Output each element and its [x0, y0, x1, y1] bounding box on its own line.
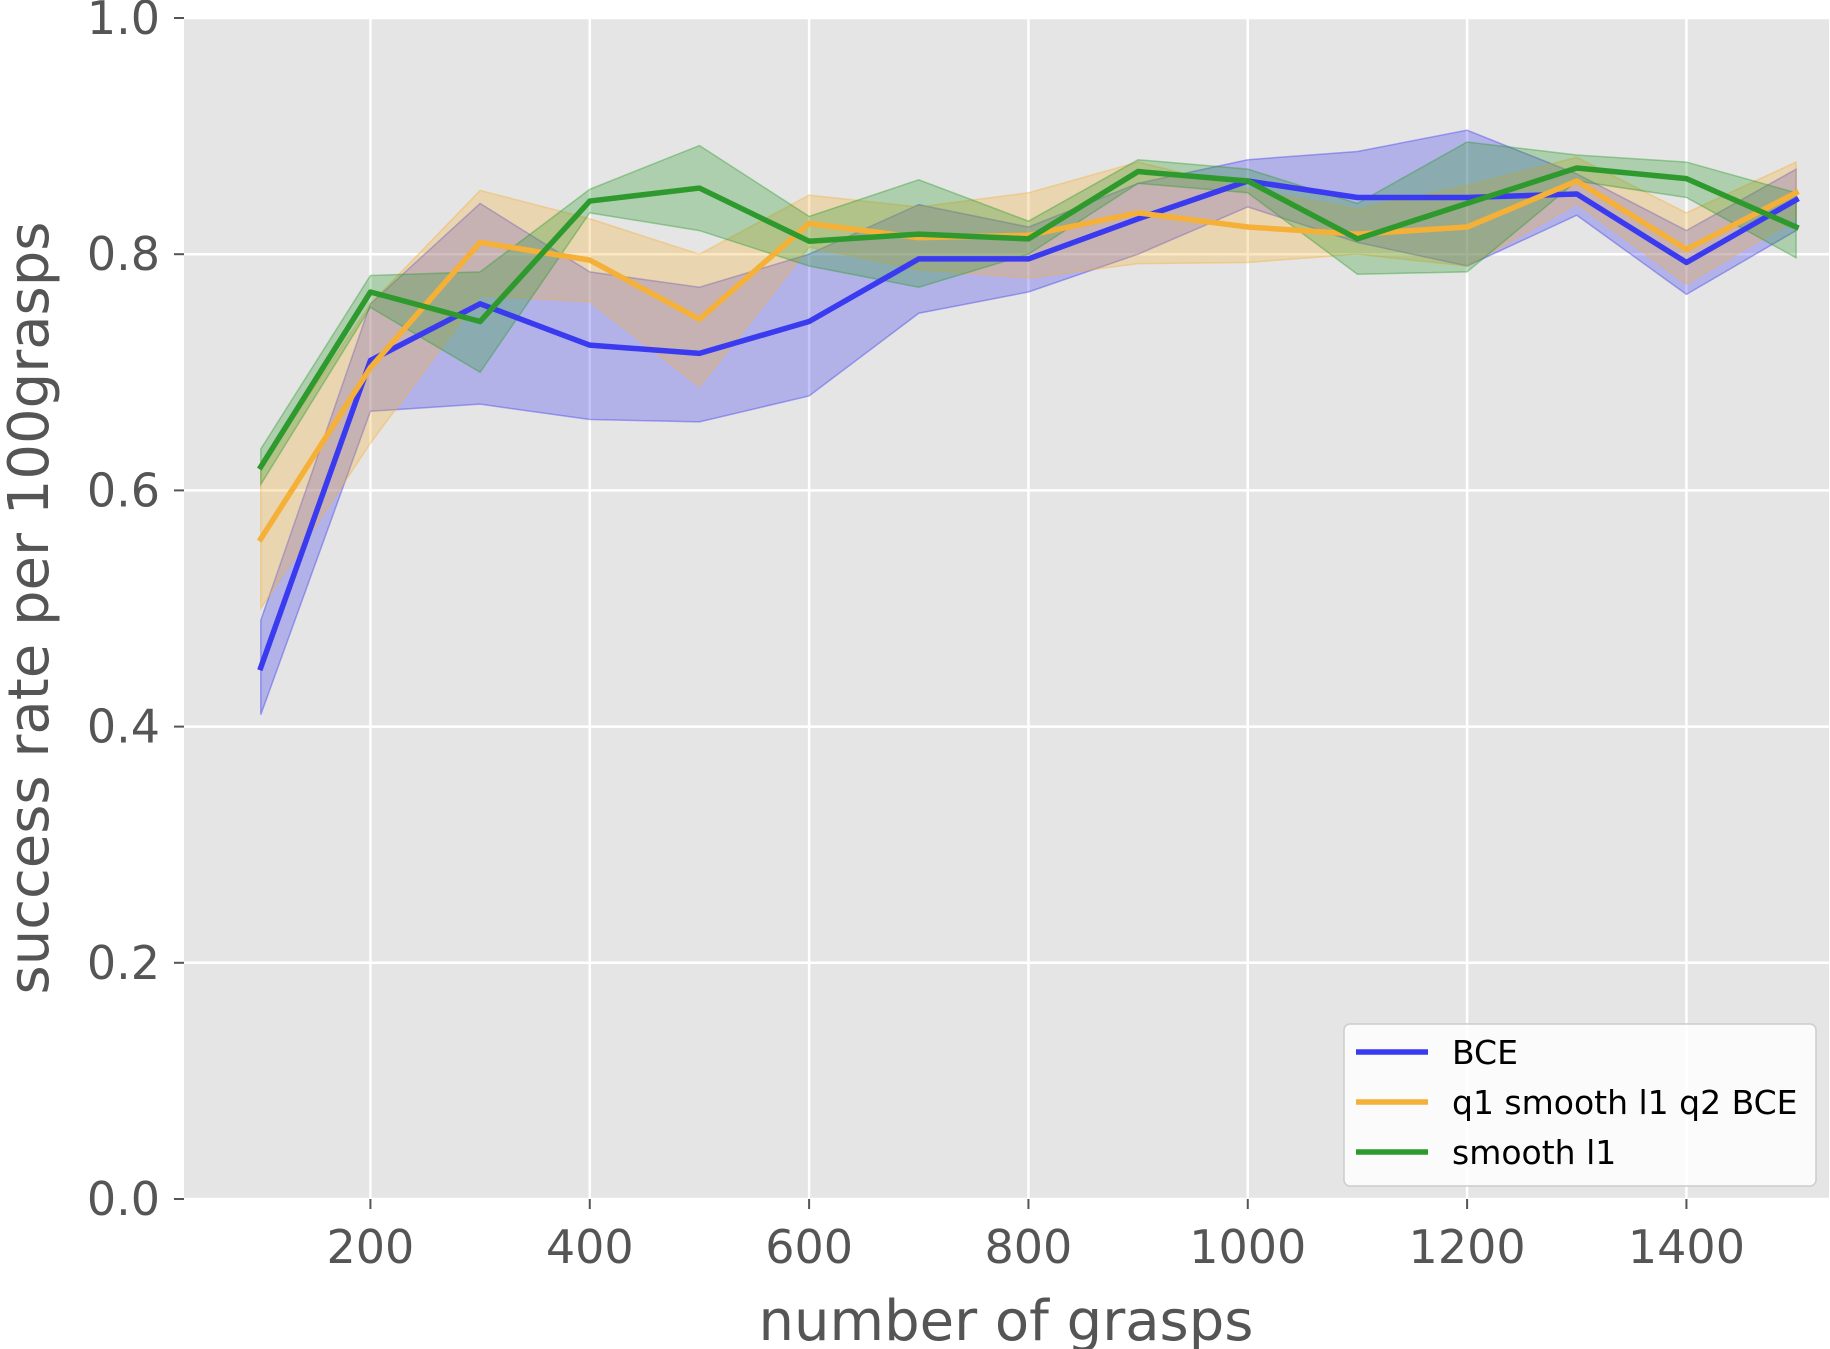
y-axis-label: success rate per 100grasps — [0, 222, 62, 995]
legend-box — [1343, 1023, 1817, 1187]
y-tick-label: 0.6 — [87, 463, 160, 517]
x-tick-label: 1400 — [1628, 1220, 1745, 1274]
line-series-1 — [256, 178, 1800, 543]
series-lines — [256, 165, 1800, 672]
legend-label-2: smooth l1 — [1452, 1133, 1616, 1172]
line-series-2 — [256, 165, 1800, 471]
y-tick-label: 1.0 — [87, 0, 160, 45]
x-tick-label: 200 — [327, 1220, 415, 1274]
legend: BCE q1 smooth l1 q2 BCE smooth l1 — [1343, 1023, 1817, 1187]
axis-ticks: 200 400 600 800 1000 1200 1400 0.0 0.2 0.4 0.6 0.8 1… — [87, 0, 1745, 1274]
x-tick-label: 600 — [765, 1220, 853, 1274]
confidence-bands — [260, 129, 1797, 716]
y-tick-label: 0.4 — [87, 700, 160, 754]
y-tick-label: 0.2 — [87, 936, 160, 990]
y-tick-label: 0.0 — [87, 1172, 160, 1226]
y-tick-label: 0.8 — [87, 227, 160, 281]
band-series-0 — [260, 129, 1797, 716]
x-tick-label: 800 — [985, 1220, 1073, 1274]
x-tick-label: 400 — [546, 1220, 634, 1274]
legend-label-0: BCE — [1452, 1033, 1518, 1072]
x-tick-label: 1000 — [1189, 1220, 1306, 1274]
plot-area — [184, 18, 1829, 1199]
legend-label-1: q1 smooth l1 q2 BCE — [1452, 1083, 1798, 1122]
x-axis-label: number of grasps — [759, 1289, 1254, 1349]
x-tick-label: 1200 — [1409, 1220, 1526, 1274]
band-series-2 — [260, 141, 1797, 488]
band-series-1 — [260, 156, 1797, 611]
grid-lines — [184, 16, 1829, 1201]
